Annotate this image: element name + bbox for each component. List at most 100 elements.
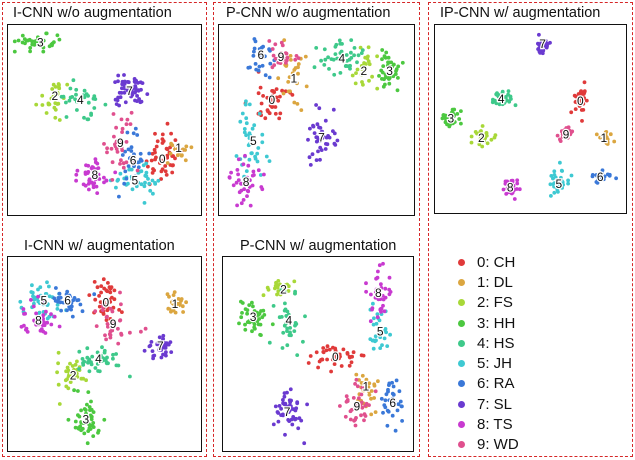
scatter-point-class-9 [270,47,275,51]
scatter-point-class-0 [574,99,579,104]
scatter-point-class-0 [584,98,589,103]
scatter-point-class-5 [147,181,152,186]
scatter-point-class-3 [380,48,385,52]
scatter-point-class-2 [367,62,372,67]
scatter-point-class-9 [120,126,125,131]
scatter-point-class-4 [93,97,98,101]
scatter-point-class-0 [108,317,113,321]
scatter-point-class-0 [577,97,582,102]
plot-pcnn-aug: 0 1 2 3 4 5 6 7 8 9 [222,256,414,452]
scatter-point-class-7 [281,412,285,417]
scatter-point-class-6 [124,176,129,181]
scatter-point-class-8 [36,294,40,299]
scatter-point-class-7 [308,163,313,167]
scatter-point-class-5 [114,185,118,190]
scatter-point-class-2 [469,134,474,139]
scatter-point-class-2 [480,124,485,128]
scatter-point-class-3 [22,37,27,41]
scatter-point-class-1 [299,108,304,112]
scatter-point-class-2 [57,118,62,122]
scatter-point-class-8 [251,169,256,174]
scatter-point-class-1 [359,381,364,385]
scatter-point-class-6 [263,73,268,78]
scatter-point-class-5 [153,181,157,185]
scatter-point-class-3 [83,415,88,419]
scatter-point-class-9 [103,333,107,338]
scatter-point-class-5 [552,190,557,195]
scatter-point-class-0 [160,167,165,172]
scatter-point-class-5 [257,111,262,116]
scatter-point-class-4 [81,363,86,367]
scatter-point-class-1 [295,81,299,86]
scatter-point-class-8 [383,286,388,291]
scatter-point-class-8 [364,281,368,286]
scatter-point-class-9 [135,168,140,173]
scatter-point-class-4 [327,67,331,71]
scatter-point-class-2 [68,380,73,384]
scatter-point-class-8 [49,312,53,316]
cluster-label-5: 5 [377,325,384,339]
scatter-point-class-9 [279,51,283,55]
scatter-point-class-3 [270,322,275,327]
scatter-point-class-7 [315,122,320,127]
scatter-point-class-5 [371,322,376,327]
scatter-point-class-3 [381,64,386,68]
scatter-point-class-6 [397,389,402,394]
scatter-point-class-1 [177,303,182,307]
scatter-point-class-3 [41,49,46,54]
scatter-point-class-4 [506,89,511,93]
scatter-point-class-4 [349,56,354,60]
scatter-point-class-0 [98,300,103,304]
scatter-point-class-6 [260,63,265,68]
scatter-point-class-5 [242,127,247,131]
scatter-point-class-6 [391,384,396,389]
scatter-point-class-9 [124,160,129,165]
scatter-point-class-8 [94,184,99,189]
scatter-point-class-4 [312,65,317,70]
scatter-point-class-2 [57,402,62,406]
scatter-pcnn-noaug: 0 1 2 3 4 5 6 7 8 9 [227,37,405,208]
scatter-point-class-7 [318,145,323,150]
legend-marker [458,319,465,327]
scatter-point-class-1 [282,38,287,42]
scatter-point-class-0 [582,80,587,85]
scatter-point-class-8 [248,203,253,208]
scatter-point-class-3 [255,310,259,315]
scatter-point-class-2 [367,78,371,83]
scatter-point-class-2 [50,96,55,100]
scatter-point-class-7 [142,348,147,353]
scatter-point-class-7 [122,73,126,77]
scatter-point-class-7 [318,139,323,143]
scatter-point-class-7 [310,152,315,157]
scatter-point-class-4 [333,52,338,56]
scatter-point-class-4 [285,343,290,348]
scatter-point-class-9 [110,178,115,182]
scatter-point-class-3 [91,421,96,425]
scatter-point-class-9 [139,329,143,334]
legend-label: 3: HH [477,314,516,332]
legend-item: 7: SL [446,394,626,414]
scatter-point-class-6 [387,381,392,386]
scatter-point-class-0 [108,290,113,295]
scatter-point-class-6 [257,64,262,69]
cluster-label-7: 7 [539,37,546,51]
scatter-point-class-4 [285,309,290,314]
scatter-point-class-8 [260,187,265,192]
scatter-point-class-8 [57,324,62,329]
scatter-point-class-4 [87,369,92,374]
scatter-point-class-6 [65,308,69,313]
scatter-point-class-3 [384,50,389,55]
scatter-point-class-1 [360,373,365,378]
scatter-point-class-1 [184,300,189,305]
scatter-point-class-2 [261,293,266,298]
scatter-point-class-6 [398,399,403,404]
scatter-point-class-6 [136,160,141,165]
scatter-ipcnn-aug: 0 1 2 3 4 5 6 7 8 9 [440,32,618,201]
scatter-point-class-1 [369,412,374,417]
scatter-point-class-9 [109,146,114,151]
scatter-point-class-8 [248,178,252,183]
scatter-point-class-9 [106,324,110,329]
scatter-point-class-5 [243,102,248,107]
group-i-cnn [2,2,207,457]
scatter-point-class-1 [369,396,373,401]
